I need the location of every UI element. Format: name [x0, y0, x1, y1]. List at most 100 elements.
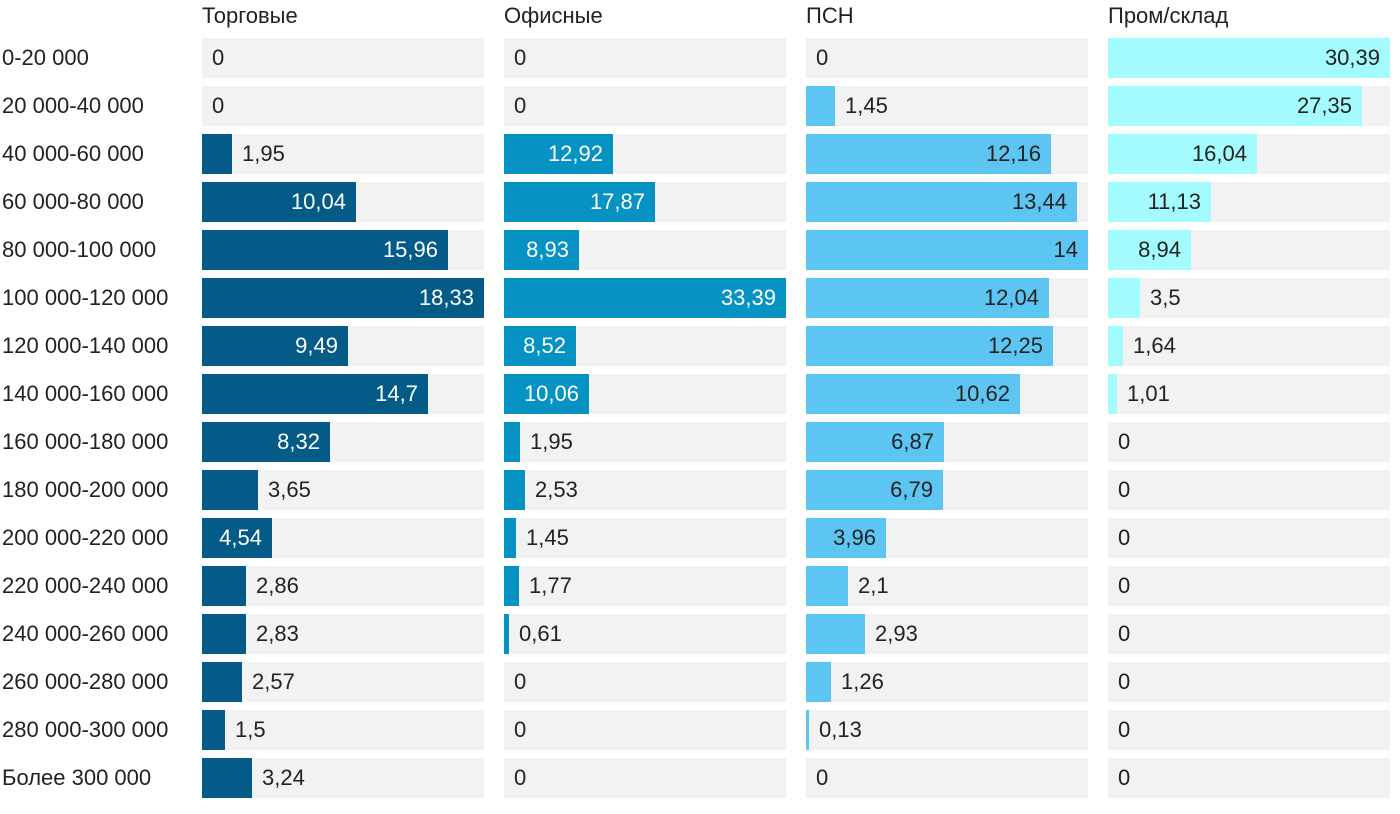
bar-track: 12,04 [806, 278, 1088, 318]
bar [504, 422, 520, 462]
category-label: 120 000-140 000 [2, 333, 169, 358]
bar-track: 0 [202, 86, 484, 126]
data-label: 13,44 [1011, 189, 1067, 214]
bar-track: 3,96 [806, 518, 1088, 558]
data-label: 0 [212, 45, 225, 70]
data-label: 3,65 [268, 477, 311, 502]
bar [504, 134, 613, 174]
bar [1108, 134, 1257, 174]
data-label: 8,93 [526, 237, 569, 262]
bar [504, 566, 519, 606]
bar [806, 470, 943, 510]
bar-track: 8,52 [504, 326, 786, 366]
data-label: 3,5 [1150, 285, 1181, 310]
bar-track: 0 [1108, 662, 1390, 702]
bar-track: 1,95 [504, 422, 786, 462]
bar-track: 0 [1108, 422, 1390, 462]
bar [504, 374, 589, 414]
data-label: 4,54 [219, 525, 262, 550]
data-label: 0 [212, 93, 225, 118]
category-label: 280 000-300 000 [2, 717, 169, 742]
category-label: 140 000-160 000 [2, 381, 169, 406]
bar [504, 230, 579, 270]
data-label: 10,62 [954, 381, 1010, 406]
data-label: 10,06 [523, 381, 579, 406]
bar [202, 422, 330, 462]
data-label: 33,39 [720, 285, 776, 310]
bar-track: 18,33 [202, 278, 484, 318]
column-header-3: ПСН [806, 3, 854, 28]
bar [1108, 86, 1362, 126]
data-label: 1,95 [530, 429, 573, 454]
bar-track: 0 [1108, 566, 1390, 606]
category-label: 160 000-180 000 [2, 429, 169, 454]
bar [202, 566, 246, 606]
bar-track: 2,57 [202, 662, 484, 702]
bar-track: 1,5 [202, 710, 484, 750]
bar-track: 11,13 [1108, 182, 1390, 222]
bar [202, 614, 246, 654]
bar [504, 326, 576, 366]
data-label: 1,5 [235, 717, 266, 742]
column-header-4: Пром/склад [1108, 3, 1229, 28]
bar [202, 518, 272, 558]
bar [202, 182, 356, 222]
bar [202, 326, 348, 366]
bar-track: 8,94 [1108, 230, 1390, 270]
bar-track: 14,7 [202, 374, 484, 414]
data-label: 0,61 [519, 621, 562, 646]
bar-track: 1,95 [202, 134, 484, 174]
data-label: 11,13 [1147, 189, 1201, 214]
bar [504, 614, 509, 654]
category-label: 260 000-280 000 [2, 669, 169, 694]
bar-track: 0 [1108, 710, 1390, 750]
bar-track: 0 [504, 710, 786, 750]
data-label: 1,77 [529, 573, 572, 598]
bar [806, 278, 1049, 318]
bar-track: 6,87 [806, 422, 1088, 462]
data-label: 0 [1118, 477, 1131, 502]
bar-track: 3,65 [202, 470, 484, 510]
data-label: 12,25 [987, 333, 1043, 358]
data-label: 0 [514, 765, 527, 790]
bar-track: 0,13 [806, 710, 1088, 750]
data-label: 0 [816, 765, 829, 790]
bar [504, 182, 655, 222]
bar-track: 0,61 [504, 614, 786, 654]
bar-track: 2,93 [806, 614, 1088, 654]
bar-track: 0 [202, 38, 484, 78]
data-label: 1,45 [526, 525, 569, 550]
bar [202, 710, 225, 750]
bar-track: 3,5 [1108, 278, 1390, 318]
bar-track: 17,87 [504, 182, 786, 222]
category-label: 100 000-120 000 [2, 285, 169, 310]
bar-track: 10,04 [202, 182, 484, 222]
bar [806, 374, 1020, 414]
data-label: 1,45 [845, 93, 888, 118]
data-label: 18,33 [418, 285, 474, 310]
bar-track: 6,79 [806, 470, 1088, 510]
bar [1108, 374, 1117, 414]
data-label: 0,13 [819, 717, 862, 742]
bar-track: 0 [504, 38, 786, 78]
data-label: 2,86 [256, 573, 299, 598]
bar [806, 566, 848, 606]
bar [1108, 38, 1390, 78]
bar [504, 278, 786, 318]
bar-track: 9,49 [202, 326, 484, 366]
bar [806, 518, 886, 558]
bar-track: 4,54 [202, 518, 484, 558]
data-label: 0 [514, 45, 527, 70]
data-label: 12,92 [547, 141, 603, 166]
bar-track: 0 [1108, 614, 1390, 654]
category-label: Более 300 000 [2, 765, 152, 790]
data-label: 0 [1118, 765, 1131, 790]
data-label: 0 [1118, 525, 1131, 550]
bar-track: 0 [504, 86, 786, 126]
data-label: 0 [816, 45, 829, 70]
bar [1108, 230, 1191, 270]
data-label: 1,01 [1127, 381, 1170, 406]
data-label: 6,87 [891, 429, 934, 454]
bar-track: 10,06 [504, 374, 786, 414]
data-label: 1,95 [242, 141, 285, 166]
